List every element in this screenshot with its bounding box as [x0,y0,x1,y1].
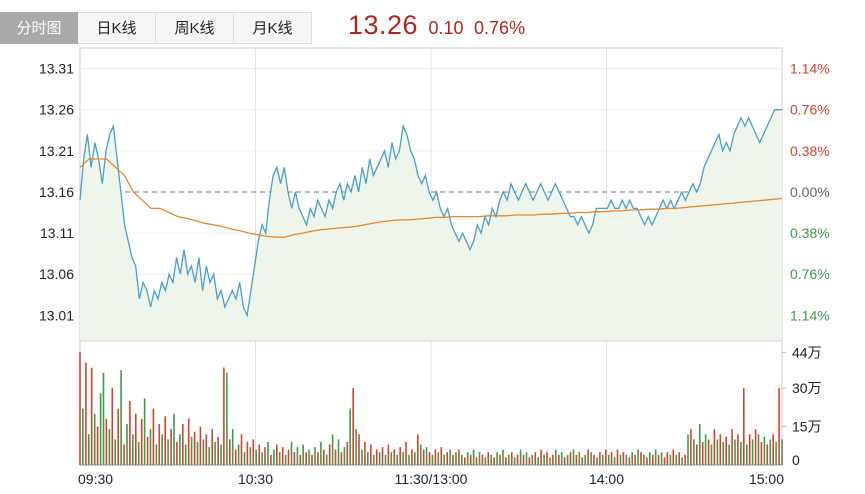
percent-tick-label: 0.38% [790,225,830,241]
chart-tabs: 分时图 日K线 周K线 月K线 [0,12,312,46]
volume-tick-label: 30万 [792,380,822,396]
volume-tick-label: 44万 [792,344,822,360]
axis-labels: 13.31 1.14% 13.26 0.76% 13.21 0.38% 13.16 0.00%… [39,61,830,487]
volume-tick-label: 15万 [792,419,822,435]
price-tick-label: 13.01 [39,307,74,323]
price-quote: 13.26 0.10 0.76% [348,10,525,41]
time-tick-label: 10:30 [238,471,273,487]
price-area [80,109,782,340]
volume-tick-label: 0 [792,452,800,468]
percent-tick-label: 0.38% [790,143,830,159]
price-series-line [79,109,782,318]
time-tick-label: 09:30 [78,471,113,487]
tab-daily-k[interactable]: 日K线 [78,12,156,44]
price-change-percent: 0.76% [474,18,526,38]
price-tick-label: 13.31 [39,61,74,77]
time-tick-label: 15:00 [749,471,784,487]
percent-tick-label: 0.76% [790,102,830,118]
price-tick-label: 13.26 [39,102,74,118]
price-change: 0.10 [428,18,464,38]
price-tick-label: 13.16 [39,184,74,200]
price-tick-label: 13.21 [39,143,74,159]
percent-tick-label: 0.00% [790,184,830,200]
percent-tick-label: 1.14% [790,61,830,77]
percent-tick-label: 1.14% [790,307,830,323]
time-tick-label: 14:00 [589,471,624,487]
volume-bars [79,352,783,465]
tab-intraday[interactable]: 分时图 [0,12,78,44]
time-tick-label: 11:30/13:00 [395,471,468,487]
tab-monthly-k[interactable]: 月K线 [234,12,312,44]
price-tick-label: 13.06 [39,266,74,282]
price-tick-label: 13.11 [40,225,74,241]
average-series-line [79,158,783,238]
price-fill [80,109,782,340]
percent-tick-label: 0.76% [790,266,830,282]
last-price: 13.26 [348,10,419,40]
tab-weekly-k[interactable]: 周K线 [156,12,234,44]
chart-lines [79,109,783,318]
